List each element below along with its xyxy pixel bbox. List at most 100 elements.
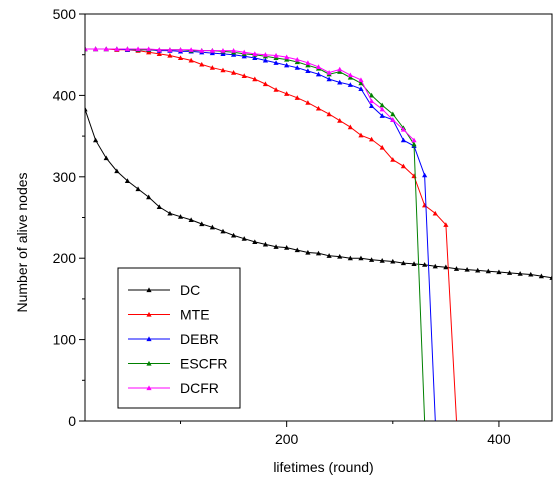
data-point-debr: [209, 50, 215, 56]
data-point-dc: [284, 245, 290, 250]
data-point-debr: [400, 137, 407, 143]
data-point-dcfr: [273, 52, 279, 58]
data-point-dc: [485, 268, 491, 274]
data-point-dcfr: [326, 70, 332, 75]
legend-marker-debr: [146, 336, 152, 342]
data-point-dcfr: [379, 106, 385, 112]
legend-label-mte: MTE: [180, 307, 210, 323]
data-point-dcfr: [103, 46, 109, 52]
data-point-debr: [252, 55, 258, 61]
data-point-dcfr: [135, 46, 141, 52]
data-point-debr: [294, 65, 300, 70]
data-point-dcfr: [146, 46, 152, 52]
legend: DC MTE DEBR ESCFR DCFR: [117, 267, 241, 409]
data-point-dc: [188, 217, 194, 223]
y-tick-label: 400: [53, 87, 77, 103]
data-point-mte: [432, 210, 438, 216]
data-point-mte: [241, 73, 247, 78]
data-point-dcfr: [241, 49, 247, 55]
data-point-dc: [241, 236, 247, 241]
data-point-debr: [358, 86, 364, 91]
x-tick-label: 400: [487, 431, 511, 447]
data-point-dcfr: [262, 52, 269, 57]
data-point-dcfr: [305, 60, 311, 65]
data-point-dc: [273, 244, 279, 249]
data-point-escfr: [284, 56, 290, 62]
data-point-mte: [230, 70, 237, 75]
data-point-debr: [241, 53, 247, 59]
data-point-mte: [443, 222, 449, 227]
data-point-escfr: [358, 80, 364, 86]
y-tick-label: 100: [53, 332, 77, 348]
data-point-mte: [220, 67, 226, 73]
data-point-mte: [326, 111, 332, 117]
data-point-mte: [273, 87, 279, 92]
data-point-dcfr: [167, 47, 173, 52]
data-point-dc: [453, 266, 460, 271]
data-point-dc: [517, 271, 523, 276]
data-point-dc: [422, 262, 428, 267]
data-point-dcfr: [315, 64, 322, 69]
data-point-mte: [252, 76, 258, 82]
legend-label-escfr: ESCFR: [180, 356, 227, 372]
data-point-mte: [390, 157, 396, 162]
data-point-escfr: [305, 62, 311, 68]
data-point-escfr: [411, 141, 417, 147]
data-point-dc: [475, 267, 481, 273]
data-point-dcfr: [188, 47, 194, 52]
data-point-dc: [156, 204, 162, 209]
data-point-dc: [230, 232, 237, 238]
legend-marker-escfr: [146, 360, 152, 366]
data-point-escfr: [379, 102, 385, 108]
axis-ticks: 0 100 200 300 400 500 200 400: [53, 6, 511, 447]
data-point-mte: [284, 91, 290, 96]
data-point-dc: [135, 186, 141, 192]
data-point-dcfr: [85, 46, 88, 52]
legend-label-dc: DC: [180, 282, 200, 298]
data-point-mte: [379, 144, 385, 150]
y-tick-label: 500: [53, 6, 77, 22]
data-point-dc: [506, 270, 513, 275]
data-point-debr: [347, 82, 353, 87]
data-point-mte: [315, 105, 322, 111]
x-tick-label: 200: [275, 431, 299, 447]
data-point-dc: [496, 269, 502, 275]
data-point-mte: [146, 49, 152, 55]
data-point-dc: [209, 224, 215, 230]
data-point-debr: [220, 51, 226, 56]
data-point-dcfr: [347, 72, 353, 78]
data-point-dc: [358, 255, 364, 261]
data-point-dc: [347, 255, 353, 261]
data-point-dc: [390, 258, 396, 264]
data-point-dc: [337, 253, 343, 259]
data-point-dc: [262, 241, 269, 247]
data-point-dcfr: [337, 66, 343, 72]
data-point-debr: [230, 52, 237, 57]
data-point-dc: [114, 168, 120, 174]
legend-item-escfr: ESCFR: [128, 356, 227, 372]
data-point-dc: [464, 266, 470, 272]
data-point-debr: [273, 60, 279, 65]
data-point-dcfr: [177, 47, 184, 52]
data-point-dc: [85, 106, 88, 112]
data-point-dc: [305, 249, 311, 255]
data-point-dc: [167, 210, 173, 216]
data-point-mte: [368, 136, 375, 142]
legend-marker-mte: [146, 311, 152, 317]
data-point-dc: [326, 253, 332, 258]
data-point-dcfr: [199, 48, 205, 53]
series-layer: [85, 46, 552, 421]
data-point-dc: [103, 155, 109, 161]
data-point-dcfr: [156, 47, 162, 52]
data-point-dcfr: [93, 46, 99, 52]
data-point-dc: [528, 271, 534, 277]
x-axis-title: lifetimes (round): [273, 459, 373, 475]
data-point-mte: [400, 163, 407, 169]
data-point-debr: [284, 62, 290, 68]
data-point-escfr: [368, 92, 375, 98]
data-point-mte: [199, 61, 205, 67]
data-point-mte: [262, 81, 269, 87]
data-point-mte: [156, 51, 162, 56]
